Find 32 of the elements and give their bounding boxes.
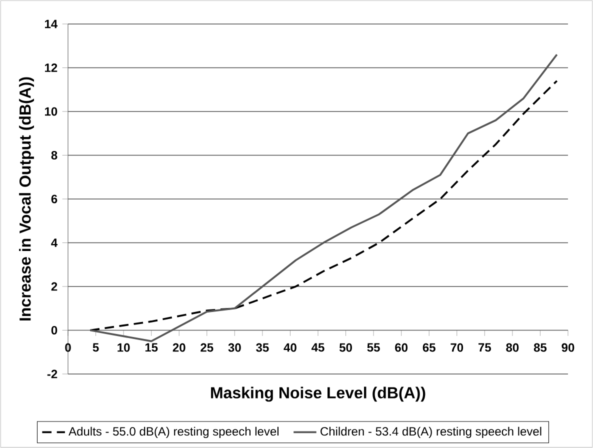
legend-label: Children - 53.4 dB(A) resting speech level xyxy=(320,426,542,438)
y-tick-label: 10 xyxy=(45,107,58,116)
y-tick-label: 2 xyxy=(51,282,58,291)
x-tick-label: 70 xyxy=(450,343,464,352)
y-tick-label: -2 xyxy=(47,370,58,378)
y-tick-label: 4 xyxy=(51,238,58,247)
x-tick-label: 30 xyxy=(228,343,241,352)
x-tick-label: 60 xyxy=(395,343,408,352)
y-tick-label: 8 xyxy=(51,150,58,160)
y-tick-label: 6 xyxy=(51,194,58,204)
x-tick-label: 15 xyxy=(145,343,158,352)
x-tick-label: 80 xyxy=(506,343,519,352)
x-tick-label: 20 xyxy=(172,343,186,352)
x-tick-label: 75 xyxy=(478,343,491,352)
y-tick-label: 12 xyxy=(45,64,58,72)
y-axis-title: Increase in Vocal Output (dB(A)) xyxy=(19,77,34,320)
legend-label: Adults - 55.0 dB(A) resting speech level xyxy=(68,426,278,438)
x-tick-label: 50 xyxy=(339,343,352,352)
x-tick-label: 65 xyxy=(422,343,436,352)
x-tick-label: 0 xyxy=(65,343,71,352)
x-tick-label: 10 xyxy=(118,343,130,352)
x-tick-label: 90 xyxy=(562,343,574,352)
y-tick-label: 14 xyxy=(45,20,58,28)
x-tick-label: 35 xyxy=(256,343,269,352)
x-axis-title: Masking Noise Level (dB(A)) xyxy=(211,386,426,402)
x-tick-label: 55 xyxy=(367,343,380,352)
x-tick-label: 25 xyxy=(200,343,214,352)
x-tick-label: 85 xyxy=(534,343,547,352)
x-tick-label: 45 xyxy=(312,343,324,352)
x-tick-label: 40 xyxy=(284,343,296,352)
y-tick-label: 0 xyxy=(51,326,58,334)
x-tick-label: 5 xyxy=(92,343,99,352)
